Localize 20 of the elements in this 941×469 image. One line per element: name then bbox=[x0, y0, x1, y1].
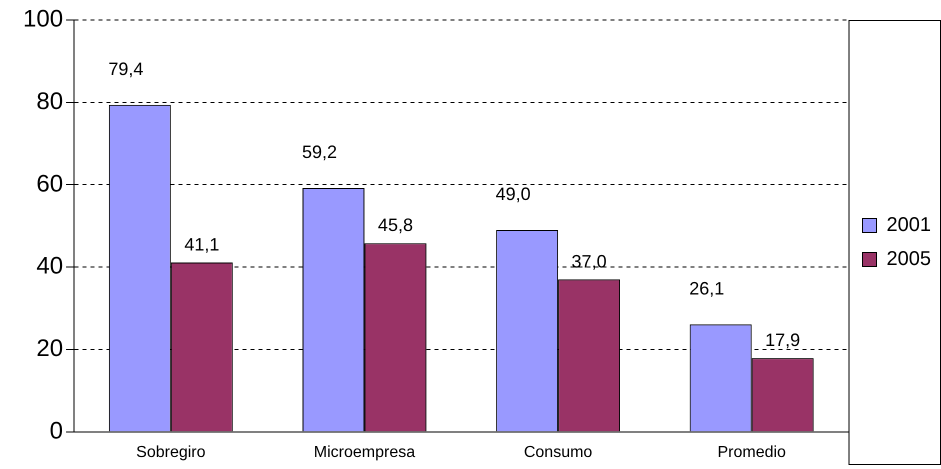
x-tick-label: Consumo bbox=[524, 444, 592, 461]
x-tick-label: Microempresa bbox=[314, 444, 416, 461]
y-tick-label: 40 bbox=[36, 252, 64, 280]
data-label: 45,8 bbox=[378, 215, 413, 236]
y-tick-label: 0 bbox=[50, 417, 64, 444]
data-label: 49,0 bbox=[496, 184, 531, 204]
data-label: 26,1 bbox=[689, 278, 724, 298]
legend-label: 2001 bbox=[886, 214, 932, 236]
x-tick-label: Promedio bbox=[717, 444, 786, 461]
y-tick-label: 60 bbox=[36, 170, 64, 198]
data-label: 41,1 bbox=[184, 234, 220, 255]
y-tick-label: 100 bbox=[22, 6, 64, 33]
y-tick-label: 20 bbox=[36, 335, 64, 362]
x-tick-label: Sobregiro bbox=[136, 444, 206, 461]
legend-label: 2005 bbox=[886, 248, 932, 270]
y-tick-label: 80 bbox=[36, 88, 64, 115]
data-label: 59,2 bbox=[302, 142, 338, 162]
data-label: 79,4 bbox=[108, 58, 144, 79]
data-label: 37,0 bbox=[572, 251, 607, 272]
data-label: 17,9 bbox=[765, 330, 800, 350]
